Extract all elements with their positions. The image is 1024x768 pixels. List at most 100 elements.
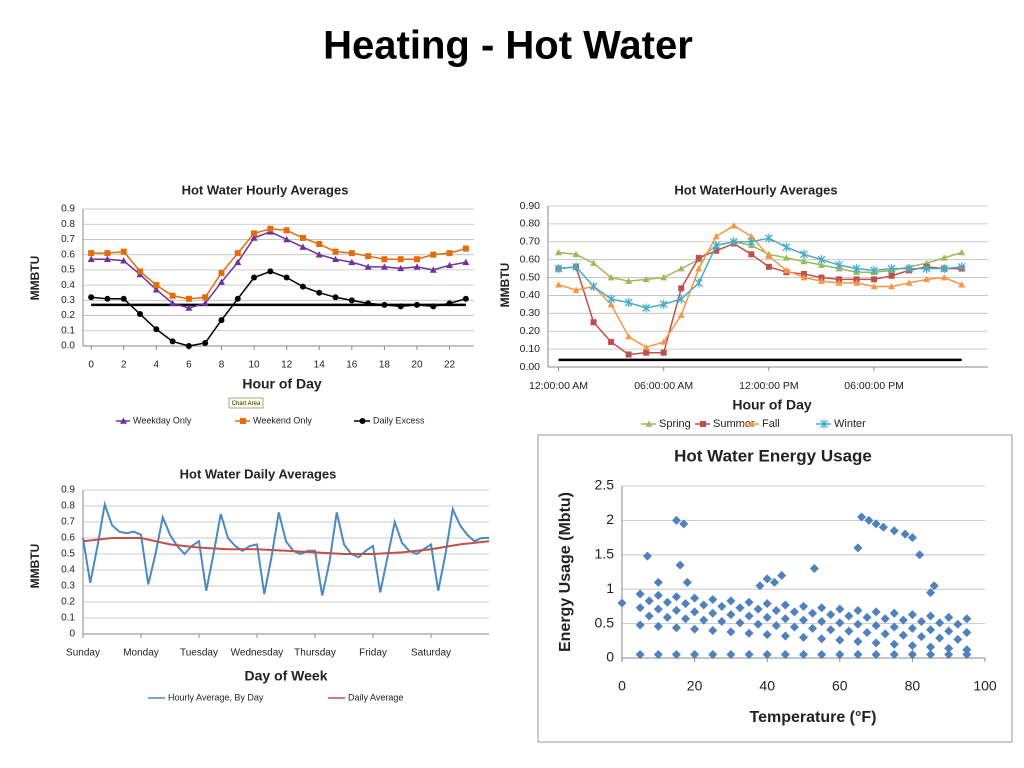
scatter-point (671, 606, 681, 616)
scatter-point (682, 577, 692, 587)
data-marker (888, 283, 896, 290)
x-tick-label: 16 (346, 360, 358, 371)
data-marker (88, 294, 95, 301)
y-tick-label: 0.2 (61, 597, 75, 608)
y-tick-label: 0.8 (61, 219, 75, 230)
y-tick-label: 0.4 (61, 280, 75, 291)
data-marker (853, 279, 861, 286)
scatter-point (653, 650, 663, 660)
x-tick-label: 4 (154, 360, 160, 371)
series-line (558, 242, 962, 356)
scatter-point (635, 650, 645, 660)
data-marker (817, 255, 826, 265)
data-marker (923, 275, 931, 283)
data-marker (137, 268, 144, 275)
y-tick-label: 0.8 (61, 501, 75, 512)
data-marker (283, 235, 291, 243)
data-marker (103, 255, 111, 263)
scatter-point (662, 597, 672, 607)
data-marker (446, 250, 453, 257)
data-marker (835, 279, 843, 286)
y-tick-label: 0.10 (520, 343, 541, 355)
data-marker (332, 248, 339, 255)
scatter-point (853, 636, 863, 646)
y-tick-label: 0.6 (61, 533, 75, 544)
scatter-point (926, 650, 936, 660)
data-marker (169, 299, 177, 307)
scatter-point (708, 650, 718, 660)
data-marker (905, 279, 913, 286)
scatter-point (699, 615, 709, 625)
scatter-point (962, 645, 972, 655)
scatter-point (962, 614, 972, 624)
scatter-point (853, 619, 863, 629)
scatter-point (744, 611, 754, 621)
data-marker (608, 338, 615, 345)
data-marker (462, 295, 469, 302)
data-marker (799, 249, 808, 259)
y-tick-label: 0.1 (61, 325, 75, 336)
data-marker (958, 249, 966, 256)
x-axis-label: Hour of Day (242, 376, 322, 392)
legend-label: Daily Excess (373, 415, 425, 425)
data-marker (234, 295, 241, 302)
data-marker (555, 249, 563, 256)
y-tick-label: 0.90 (520, 200, 541, 212)
scatter-point (907, 623, 917, 633)
scatter-point (635, 603, 645, 613)
data-marker (397, 303, 404, 310)
y-axis-label: MMBTU (498, 263, 512, 308)
x-tick-label: Tuesday (180, 648, 218, 659)
data-marker (332, 255, 340, 263)
scatter-point (953, 619, 963, 629)
data-marker (185, 295, 192, 302)
data-marker (365, 253, 372, 260)
scatter-point (708, 595, 718, 605)
tooltip-box (228, 397, 264, 409)
scatter-point (871, 519, 881, 529)
legend-marker (820, 419, 828, 429)
data-marker (870, 265, 879, 275)
legend-marker (645, 420, 653, 427)
series-line (91, 270, 467, 347)
scatter-point (744, 650, 754, 660)
y-axis-label: MMBTU (28, 544, 42, 589)
y-tick-label: 0.20 (520, 325, 541, 337)
scatter-point (926, 642, 936, 652)
data-marker (218, 317, 225, 324)
data-marker (169, 292, 176, 299)
data-marker (765, 252, 773, 259)
data-marker (590, 259, 598, 267)
data-marker (660, 274, 668, 281)
scatter-point (953, 634, 963, 644)
data-marker (782, 242, 791, 252)
data-marker (462, 245, 469, 252)
y-tick-label: 0.5 (61, 549, 75, 560)
scatter-point (900, 529, 910, 539)
scatter-point (699, 600, 709, 610)
scatter-point (690, 650, 700, 660)
data-marker (922, 264, 931, 274)
scatter-point (907, 533, 917, 543)
data-marker (853, 276, 860, 283)
data-marker (817, 277, 825, 284)
scatter-point (916, 617, 926, 627)
data-marker (201, 299, 209, 307)
scatter-point (735, 618, 745, 628)
scatter-point (944, 643, 954, 653)
data-marker (888, 272, 895, 279)
scatter-point (853, 543, 863, 553)
data-marker (625, 351, 632, 358)
data-marker (413, 256, 420, 263)
x-tick-label: 12:00:00 AM (529, 380, 588, 392)
scatter-point (744, 597, 754, 607)
x-tick-label: 10 (249, 360, 261, 371)
legend-marker (240, 418, 246, 424)
data-marker (251, 274, 258, 281)
scatter-point (871, 607, 881, 617)
scatter-point (777, 570, 787, 580)
data-marker (299, 234, 306, 241)
scatter-point (826, 625, 836, 635)
data-marker (365, 300, 372, 307)
x-tick-label: 14 (314, 360, 326, 371)
